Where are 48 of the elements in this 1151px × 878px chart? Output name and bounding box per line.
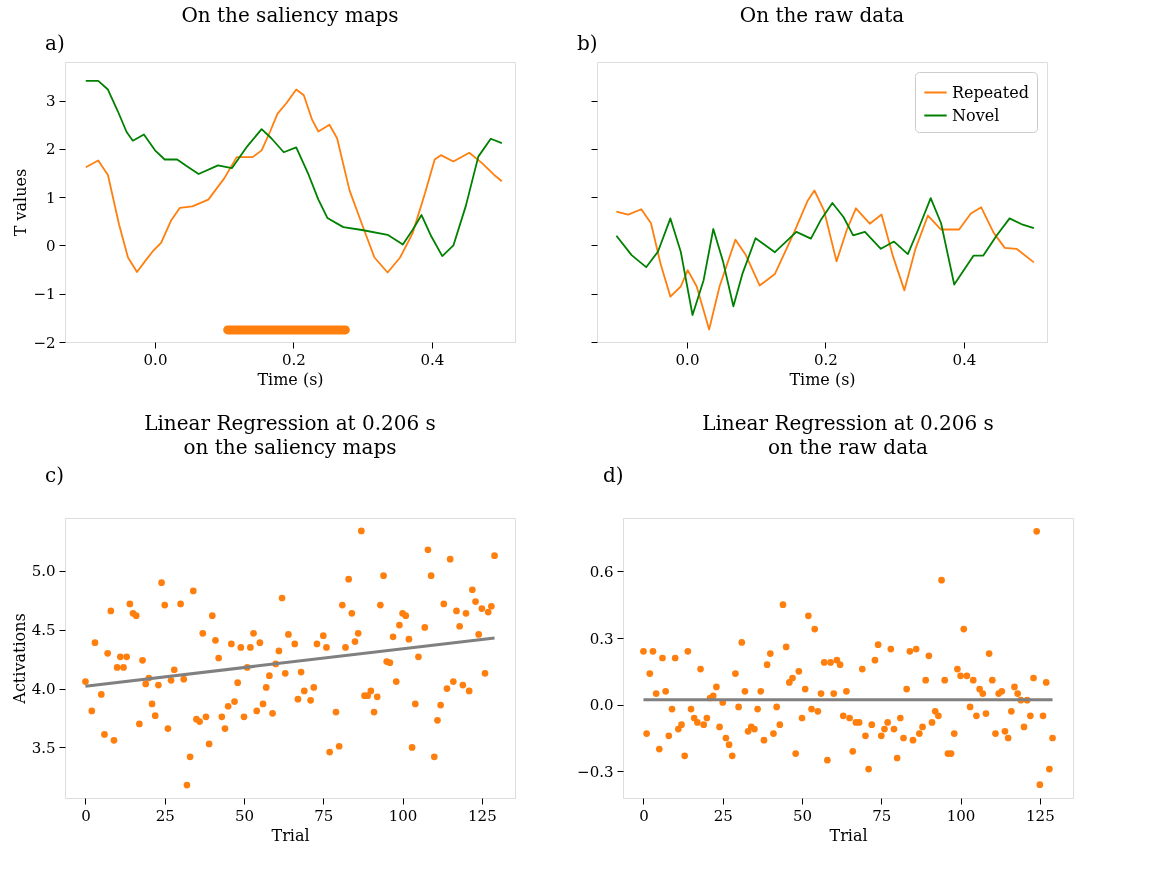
y-tick-label: 3.5 [31,738,56,757]
chart-title: Linear Regression at 0.206 s on the saliency maps [144,411,436,459]
x-tick-label: 0 [639,806,649,825]
y-tick-label: 5.0 [31,562,56,581]
x-axis-title: Trial [271,825,310,845]
x-tick-label: 0.0 [143,350,168,369]
y-tick-label: 0.6 [589,562,614,581]
chart-title: On the saliency maps [181,3,399,27]
x-tick-label: 0.2 [814,350,838,369]
text: c) [45,463,65,487]
y-tick-label: 0 [45,236,56,255]
x-tick-label: 0.4 [952,350,977,369]
x-tick-label: 75 [872,806,892,825]
y-axis-title: Activations [9,613,29,705]
x-axis-title: Trial [829,825,868,845]
x-tick-label: 75 [314,806,334,825]
x-tick-label: 25 [713,806,733,825]
x-tick-label: 50 [792,806,813,825]
chart-title: Linear Regression at 0.206 s on the raw data [702,411,994,459]
x-tick-label: 0.4 [420,350,445,369]
y-tick-label: 0.3 [589,629,614,648]
y-tick-label: −2 [33,333,56,352]
text: a) [45,31,65,55]
x-tick-label: 25 [155,806,175,825]
y-tick-label: 0.0 [589,696,614,715]
y-tick-label: 3 [45,92,56,111]
x-axis-title: Time (s) [257,369,324,389]
y-axis-title: T values [11,168,31,237]
x-tick-label: 50 [234,806,255,825]
y-tick-label: 4.0 [31,680,56,699]
legend-label: Novel [952,105,1000,125]
y-tick-label: −0.3 [577,762,614,781]
y-tick-label: −1 [33,285,56,304]
y-tick-label: 4.5 [31,621,56,640]
x-tick-label: 0.0 [675,350,700,369]
text: d) [603,463,624,487]
x-tick-label: 100 [946,806,976,825]
x-axis-title: Time (s) [789,369,856,389]
legend-label: Repeated [952,82,1029,102]
chart-title: On the raw data [739,3,905,27]
y-tick-label: 1 [45,188,56,207]
text: b) [577,31,598,55]
x-tick-label: 0.2 [282,350,306,369]
x-tick-label: 125 [468,806,497,825]
y-tick-label: 2 [45,140,56,159]
x-tick-label: 0 [81,806,91,825]
x-tick-label: 100 [388,806,418,825]
x-tick-label: 125 [1026,806,1055,825]
